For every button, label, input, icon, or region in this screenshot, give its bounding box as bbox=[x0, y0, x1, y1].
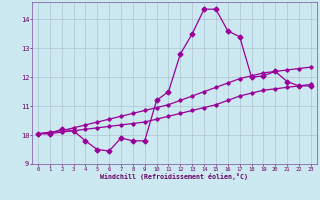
X-axis label: Windchill (Refroidissement éolien,°C): Windchill (Refroidissement éolien,°C) bbox=[100, 173, 248, 180]
